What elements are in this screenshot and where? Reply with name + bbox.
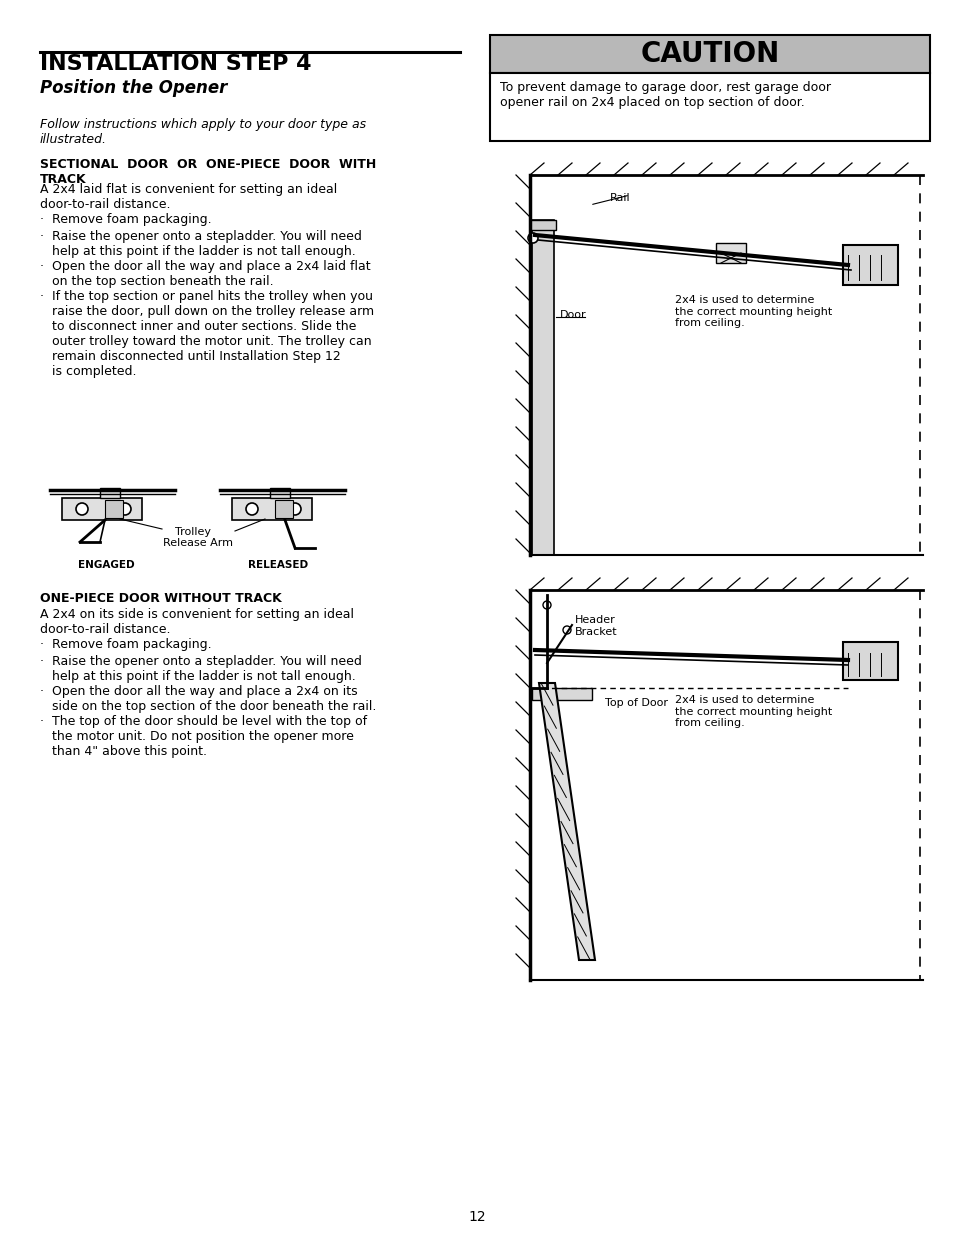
Bar <box>716 243 745 263</box>
Text: ·  The top of the door should be level with the top of
   the motor unit. Do not: · The top of the door should be level wi… <box>40 715 367 758</box>
Text: 12: 12 <box>468 1210 485 1224</box>
Text: A 2x4 on its side is convenient for setting an ideal
door-to-rail distance.: A 2x4 on its side is convenient for sett… <box>40 608 354 636</box>
Bar <box>842 245 897 285</box>
Text: To prevent damage to garage door, rest garage door
opener rail on 2x4 placed on : To prevent damage to garage door, rest g… <box>499 82 830 109</box>
Text: ·  Open the door all the way and place a 2x4 laid flat
   on the top section ben: · Open the door all the way and place a … <box>40 261 370 288</box>
Text: Top of Door: Top of Door <box>604 698 667 708</box>
Polygon shape <box>538 683 595 960</box>
Text: Follow instructions which apply to your door type as
illustrated.: Follow instructions which apply to your … <box>40 119 366 146</box>
Text: Position the Opener: Position the Opener <box>40 79 227 98</box>
Text: A 2x4 laid flat is convenient for setting an ideal
door-to-rail distance.: A 2x4 laid flat is convenient for settin… <box>40 183 337 211</box>
Bar <box>490 35 929 73</box>
Text: ·  If the top section or panel hits the trolley when you
   raise the door, pull: · If the top section or panel hits the t… <box>40 290 374 378</box>
Bar <box>62 498 142 520</box>
Circle shape <box>527 233 537 243</box>
Text: ·  Remove foam packaging.: · Remove foam packaging. <box>40 638 212 651</box>
Circle shape <box>246 503 257 515</box>
Circle shape <box>76 503 88 515</box>
Circle shape <box>289 503 301 515</box>
Bar <box>842 642 897 680</box>
Text: ONE-PIECE DOOR WITHOUT TRACK: ONE-PIECE DOOR WITHOUT TRACK <box>40 592 281 605</box>
Text: ENGAGED: ENGAGED <box>78 559 134 571</box>
Circle shape <box>542 601 551 609</box>
Text: SECTIONAL  DOOR  OR  ONE-PIECE  DOOR  WITH
TRACK: SECTIONAL DOOR OR ONE-PIECE DOOR WITH TR… <box>40 158 375 186</box>
Bar <box>490 73 929 141</box>
Text: ·  Raise the opener onto a stepladder. You will need
   help at this point if th: · Raise the opener onto a stepladder. Yo… <box>40 655 361 683</box>
Text: RELEASED: RELEASED <box>248 559 308 571</box>
Text: ·  Remove foam packaging.: · Remove foam packaging. <box>40 212 212 226</box>
Text: Rail: Rail <box>609 193 630 203</box>
Text: 2x4 is used to determine
the correct mounting height
from ceiling.: 2x4 is used to determine the correct mou… <box>675 695 831 729</box>
Bar <box>530 220 556 230</box>
Circle shape <box>562 626 571 634</box>
Text: Door: Door <box>559 310 586 320</box>
Bar <box>232 498 312 520</box>
Bar <box>274 500 293 517</box>
Bar <box>270 488 290 498</box>
Text: ·  Raise the opener onto a stepladder. You will need
   help at this point if th: · Raise the opener onto a stepladder. Yo… <box>40 230 361 258</box>
Bar <box>105 500 123 517</box>
Bar <box>532 220 554 555</box>
Text: INSTALLATION STEP 4: INSTALLATION STEP 4 <box>40 54 312 74</box>
Text: 2x4 is used to determine
the correct mounting height
from ceiling.: 2x4 is used to determine the correct mou… <box>675 295 831 329</box>
Bar <box>532 688 592 700</box>
Text: Header
Bracket: Header Bracket <box>575 615 617 636</box>
Text: Release Arm: Release Arm <box>163 538 233 548</box>
Circle shape <box>119 503 131 515</box>
Text: CAUTION: CAUTION <box>639 40 779 68</box>
Text: Trolley: Trolley <box>174 527 211 537</box>
Text: ·  Open the door all the way and place a 2x4 on its
   side on the top section o: · Open the door all the way and place a … <box>40 685 376 713</box>
Bar <box>100 488 120 498</box>
